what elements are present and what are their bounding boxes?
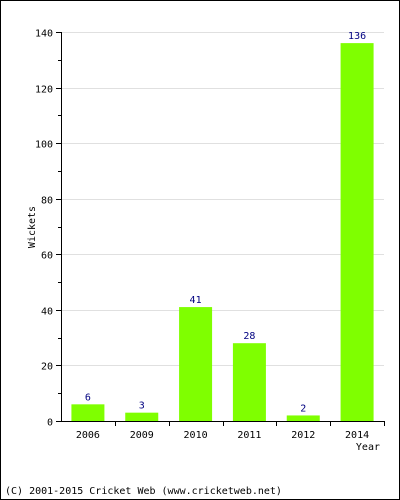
axes	[61, 32, 384, 422]
bar	[179, 307, 213, 421]
bar	[125, 412, 159, 421]
x-axis-title: Year	[356, 442, 380, 453]
x-tick-label: 2011	[237, 430, 261, 441]
y-ticks: 0 20 40 60 80 100 120 140	[35, 29, 61, 429]
y-tick-label: 0	[47, 418, 53, 429]
y-axis-title: Wickets	[27, 206, 38, 248]
x-tick-label: 2006	[76, 430, 100, 441]
y-tick-label: 40	[41, 307, 53, 318]
copyright-notice: (C) 2001-2015 Cricket Web (www.cricketwe…	[5, 486, 282, 497]
bar-value-label: 2	[300, 403, 306, 414]
bar-value-label: 28	[243, 331, 255, 342]
bar	[232, 343, 266, 421]
bar	[286, 415, 320, 421]
bar-value-label: 3	[139, 401, 145, 412]
x-tick-label: 2009	[130, 430, 154, 441]
y-tick-label: 80	[41, 196, 53, 207]
y-tick-label: 20	[41, 362, 53, 373]
grid-lines	[61, 32, 384, 366]
data-labels: 6 3 41 28 2 136	[85, 31, 366, 414]
y-tick-label: 120	[35, 85, 53, 96]
bar	[340, 43, 374, 421]
bar-value-label: 136	[348, 31, 366, 42]
y-tick-label: 140	[35, 29, 53, 40]
bar-value-label: 6	[85, 392, 91, 403]
x-tick-label: 2014	[345, 430, 369, 441]
bar-value-label: 41	[190, 295, 202, 306]
x-tick-label: 2010	[184, 430, 208, 441]
bar	[71, 404, 105, 421]
y-tick-label: 100	[35, 140, 53, 151]
y-tick-label: 60	[41, 251, 53, 262]
bars	[71, 43, 374, 421]
x-ticks: 2006 2009 2010 2011 2012 2014	[76, 421, 385, 441]
x-tick-label: 2012	[291, 430, 315, 441]
